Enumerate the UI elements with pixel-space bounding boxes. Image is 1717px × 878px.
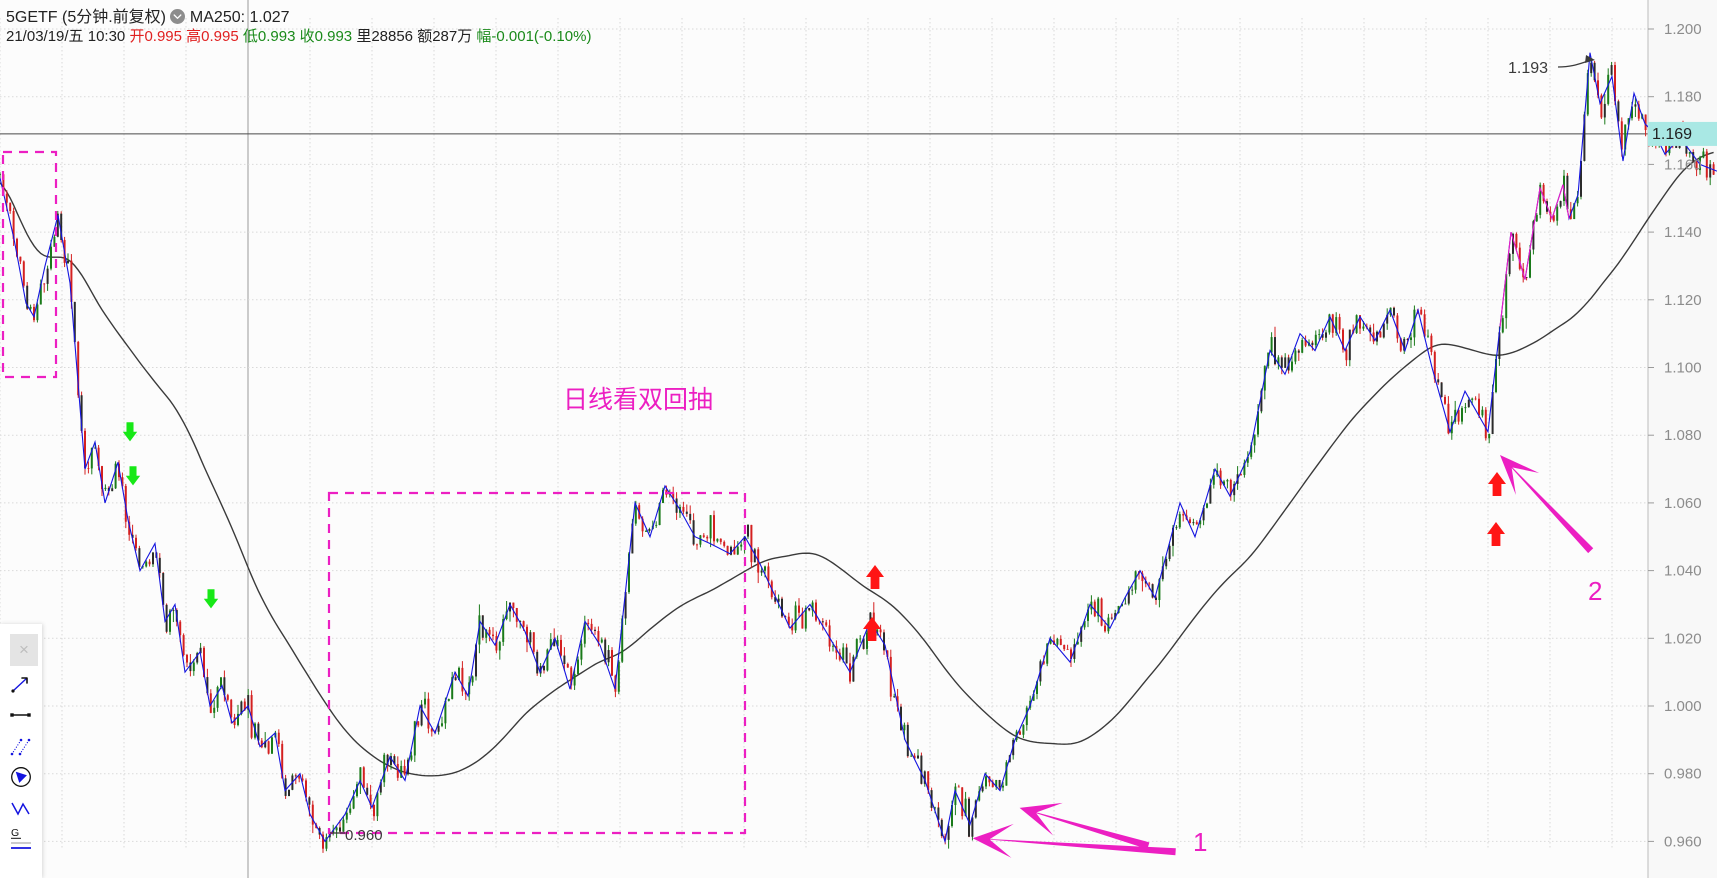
svg-text:1.169: 1.169 <box>1652 126 1692 143</box>
svg-text:1.080: 1.080 <box>1664 427 1702 444</box>
svg-text:1.160: 1.160 <box>1664 156 1702 173</box>
svg-text:0.960: 0.960 <box>345 827 383 844</box>
svg-text:1: 1 <box>1193 827 1207 857</box>
svg-text:1.180: 1.180 <box>1664 89 1702 106</box>
svg-text:0.980: 0.980 <box>1664 766 1702 783</box>
svg-text:G: G <box>11 827 19 839</box>
svg-text:1.200: 1.200 <box>1664 21 1702 38</box>
svg-text:日线看双回抽: 日线看双回抽 <box>563 386 713 414</box>
svg-text:1.060: 1.060 <box>1664 495 1702 512</box>
svg-text:1.140: 1.140 <box>1664 224 1702 241</box>
svg-text:1.040: 1.040 <box>1664 563 1702 580</box>
svg-text:0.960: 0.960 <box>1664 833 1702 850</box>
svg-text:1.100: 1.100 <box>1664 360 1702 377</box>
svg-text:1.000: 1.000 <box>1664 698 1702 715</box>
svg-text:1.020: 1.020 <box>1664 630 1702 647</box>
svg-text:1.193: 1.193 <box>1508 60 1548 77</box>
svg-text:1.120: 1.120 <box>1664 292 1702 309</box>
svg-text:2: 2 <box>1588 576 1602 606</box>
